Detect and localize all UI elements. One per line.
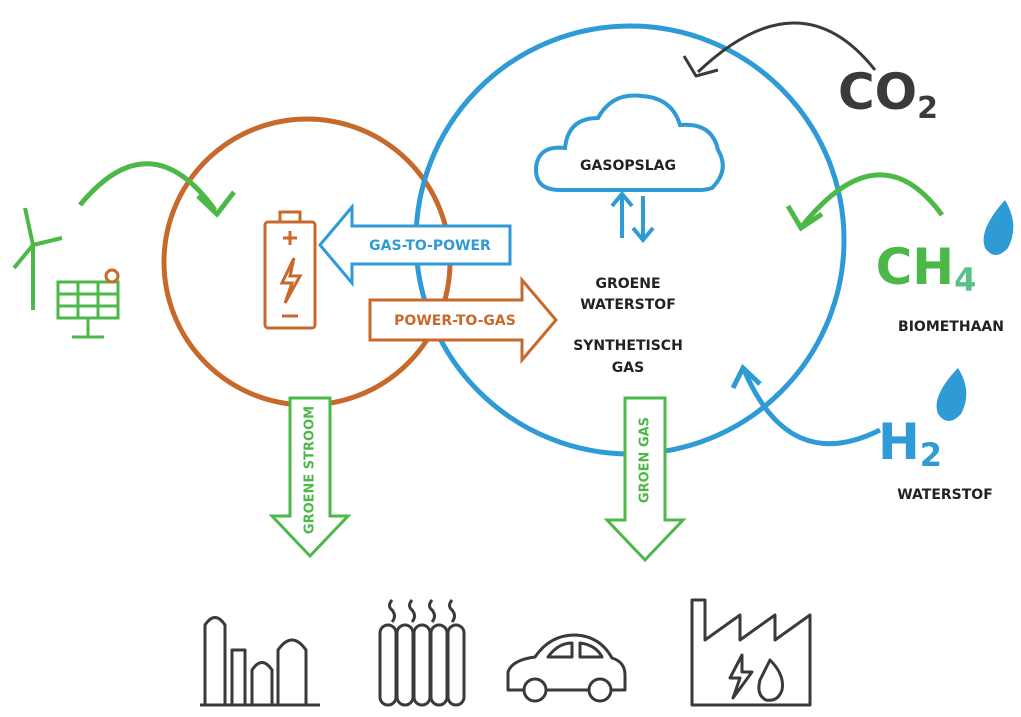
co2-arrow [696,21,877,74]
radiator-icon [378,599,466,707]
biomethaan-label: BIOMETHAAN [898,319,1004,335]
flame [983,200,1014,255]
co2-sub: 2 [917,91,938,126]
wind-turbine [12,207,63,310]
synthetisch-gas-line: SYNTHETISCH [573,338,683,354]
arrow-head [785,204,824,232]
groene-stroom-label: GROENE STROOM [303,406,318,534]
h2-sub: 2 [920,436,942,474]
h2-arrow [742,370,882,447]
gasopslag-label: GASOPSLAG [580,158,676,174]
co2-label: CO2 [838,63,938,126]
storage-arrows [610,190,655,244]
cloud [533,93,725,192]
arrow-head [730,363,762,390]
waterstof-label: WATERSTOF [897,487,993,503]
flame [936,368,967,421]
synthetisch-gas-line: GAS [612,360,644,376]
groene-waterstof-line: GROENE [595,276,660,292]
groen-gas-label: GROEN GAS [638,417,653,503]
refinery-icon [200,616,320,707]
factory-icon [690,598,812,707]
battery [263,210,317,330]
co2-base: CO [838,63,917,121]
ch4-sub: 4 [954,261,976,299]
ch4-arrow [801,172,945,227]
power-to-gas-arrow [368,275,558,365]
solar-panel [56,268,120,339]
ch4-label: CH4 [876,238,977,300]
car-icon [506,633,627,703]
gas-to-power-arrow [318,202,512,288]
ch4-base: CH [876,238,955,296]
arrow-head [682,55,719,78]
h2-label: H2 [878,413,942,475]
h2-base: H [878,413,920,471]
groen-gas-arrow [603,396,687,563]
power-to-gas-label: POWER-TO-GAS [394,313,516,329]
groene-stroom-arrow [268,396,352,559]
input-arrow [78,161,218,212]
arrow-head [196,190,236,218]
gas-to-power-label: GAS-TO-POWER [369,238,491,254]
groene-waterstof-line: WATERSTOF [580,297,676,313]
